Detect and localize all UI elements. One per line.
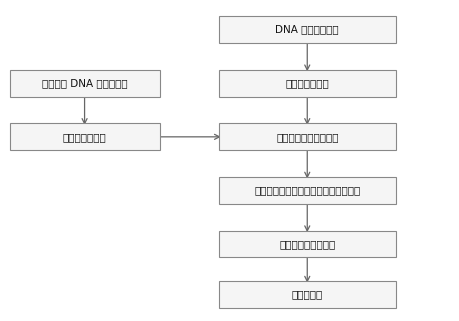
FancyBboxPatch shape [218, 70, 395, 97]
Text: 配置到生产集群: 配置到生产集群 [62, 132, 106, 142]
Text: 第一次和第二次压缩: 第一次和第二次压缩 [279, 239, 335, 249]
FancyBboxPatch shape [218, 231, 395, 257]
Text: DNA 测序数据产出: DNA 测序数据产出 [275, 25, 338, 35]
FancyBboxPatch shape [218, 281, 395, 308]
Text: 预处理，比对标准数据库，替换序列原: 预处理，比对标准数据库，替换序列原 [253, 186, 359, 195]
Text: 建立标准 DNA 序列数据库: 建立标准 DNA 序列数据库 [42, 78, 127, 88]
Text: 去除低质量数据: 去除低质量数据 [285, 78, 329, 88]
Text: 有损模式：合并质量值: 有损模式：合并质量值 [275, 132, 338, 142]
FancyBboxPatch shape [218, 124, 395, 150]
Text: 存储或传输: 存储或传输 [291, 290, 322, 299]
FancyBboxPatch shape [218, 177, 395, 204]
FancyBboxPatch shape [218, 16, 395, 43]
FancyBboxPatch shape [10, 124, 159, 150]
FancyBboxPatch shape [10, 70, 159, 97]
